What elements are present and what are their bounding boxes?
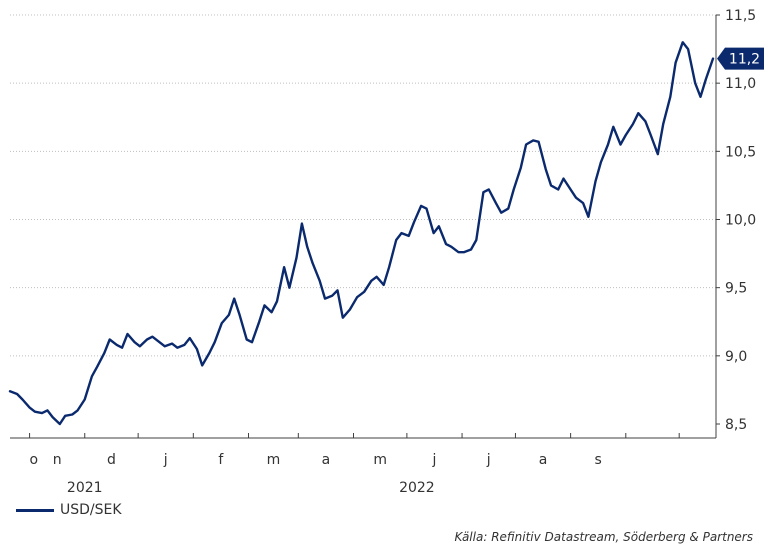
x-tick-label: n bbox=[53, 452, 62, 468]
x-tick-label: m bbox=[267, 452, 281, 468]
y-tick-label: 11,5 bbox=[725, 8, 756, 24]
x-year-label: 2022 bbox=[399, 480, 435, 496]
y-axis-ticks: 11,5 11,0 10,5 10,0 9,5 9,0 8,5 bbox=[716, 8, 756, 433]
y-tick-label: 10,5 bbox=[725, 144, 756, 160]
x-tick-label: a bbox=[539, 452, 548, 468]
x-year-label: 2021 bbox=[67, 480, 103, 496]
x-tick-label: o bbox=[29, 452, 38, 468]
source-note: Källa: Refinitiv Datastream, Söderberg &… bbox=[454, 530, 753, 544]
y-tick-label: 11,0 bbox=[725, 76, 756, 92]
x-tick-label: f bbox=[218, 452, 224, 468]
x-tick-label: j bbox=[432, 452, 437, 468]
grid-lines bbox=[10, 14, 716, 357]
chart-legend: USD/SEK bbox=[16, 502, 122, 518]
legend-label: USD/SEK bbox=[60, 502, 122, 518]
usd-sek-series-line bbox=[8, 41, 715, 426]
x-tick-label: s bbox=[595, 452, 602, 468]
x-tick-label: a bbox=[322, 452, 331, 468]
y-tick-label: 8,5 bbox=[725, 417, 747, 433]
legend-line-swatch bbox=[16, 508, 54, 512]
y-tick-label: 9,0 bbox=[725, 349, 747, 365]
x-axis-ticks: o n d j f m a m j j a s 2021 2022 bbox=[29, 433, 680, 496]
y-tick-label: 10,0 bbox=[725, 213, 756, 229]
y-tick-label: 9,5 bbox=[725, 281, 747, 297]
last-value-label: 11,2 bbox=[729, 52, 760, 68]
x-tick-label: j bbox=[486, 452, 491, 468]
last-value-badge: 11,2 bbox=[717, 47, 764, 70]
x-tick-label: d bbox=[107, 452, 116, 468]
x-tick-label: j bbox=[163, 452, 168, 468]
x-tick-label: m bbox=[373, 452, 387, 468]
